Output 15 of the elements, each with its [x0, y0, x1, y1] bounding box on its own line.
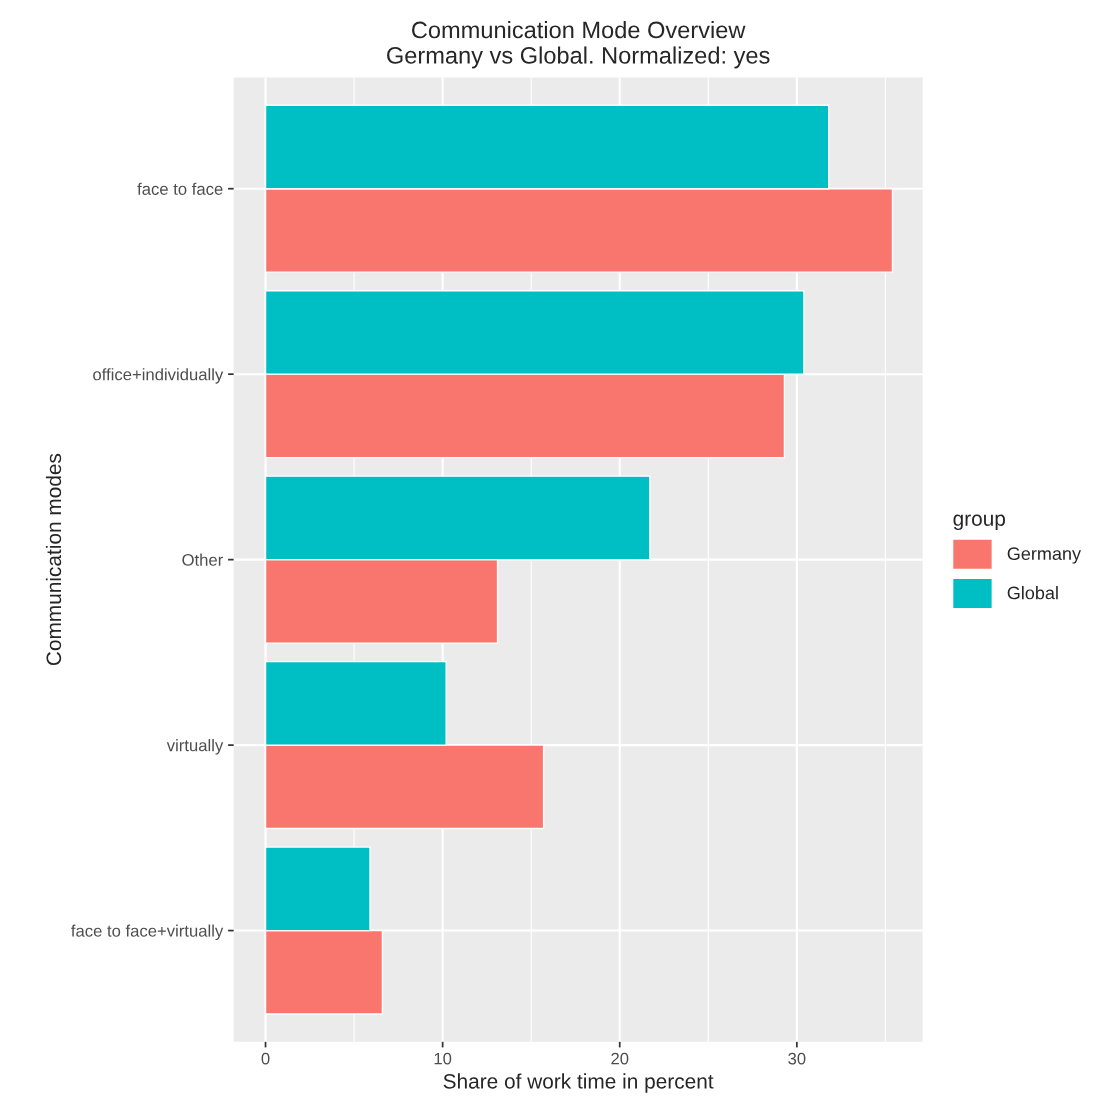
y-tick-label: virtually	[166, 739, 224, 755]
legend-label: Germany	[1007, 547, 1081, 564]
y-tick-label: face to face	[137, 182, 223, 195]
x-axis-title: Share of work time in percent	[443, 1073, 714, 1093]
x-tick-label: 30	[788, 1052, 806, 1065]
chart-title: Communication Mode Overview Germany vs Global. Normalized: yes	[387, 20, 770, 69]
legend-title: group	[953, 514, 1006, 531]
y-axis-title: Communication modes	[45, 453, 62, 666]
x-tick-label: 20	[611, 1052, 629, 1065]
x-tick-label: 0	[261, 1052, 270, 1065]
legend-label: Global	[1007, 586, 1058, 600]
x-tick-label: 10	[434, 1052, 452, 1065]
y-tick-label: office+individually	[93, 368, 224, 384]
y-tick-label: face to face+virtually	[71, 924, 224, 941]
y-tick-label: Other	[182, 553, 223, 566]
